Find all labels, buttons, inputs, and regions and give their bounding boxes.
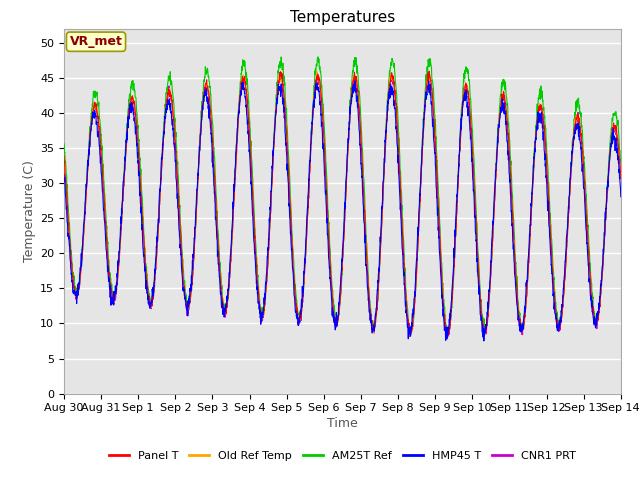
Panel T [584, 229, 591, 235]
X-axis label: Time: Time [327, 418, 358, 431]
Line: AM25T Ref: AM25T Ref [64, 57, 621, 335]
HMP45 T [568, 148, 576, 154]
Line: HMP45 T: HMP45 T [64, 81, 621, 341]
AM25T Ref [505, 120, 513, 125]
HMP45 T [480, 338, 488, 344]
AM25T Ref [60, 141, 68, 146]
CNR1 PRT [584, 237, 591, 243]
AM25T Ref [617, 159, 625, 165]
CNR1 PRT [359, 172, 367, 178]
Panel T [505, 136, 513, 142]
CNR1 PRT [617, 175, 625, 181]
CNR1 PRT [276, 70, 284, 75]
Panel T [617, 175, 625, 181]
Old Ref Temp [216, 263, 223, 269]
CNR1 PRT [60, 156, 68, 161]
AM25T Ref [444, 332, 452, 338]
Old Ref Temp [568, 151, 576, 157]
AM25T Ref [314, 54, 322, 60]
CNR1 PRT [443, 336, 451, 342]
Y-axis label: Temperature (C): Temperature (C) [23, 160, 36, 262]
Old Ref Temp [617, 170, 625, 176]
HMP45 T [425, 78, 433, 84]
HMP45 T [358, 182, 366, 188]
HMP45 T [584, 252, 591, 258]
Text: VR_met: VR_met [70, 35, 122, 48]
CNR1 PRT [505, 145, 513, 151]
AM25T Ref [359, 150, 367, 156]
Old Ref Temp [584, 232, 591, 238]
Title: Temperatures: Temperatures [290, 10, 395, 25]
Old Ref Temp [359, 169, 367, 175]
Panel T [216, 258, 223, 264]
HMP45 T [60, 171, 68, 177]
Old Ref Temp [313, 69, 321, 75]
Panel T [358, 160, 366, 166]
CNR1 PRT [371, 322, 379, 328]
AM25T Ref [216, 250, 223, 255]
HMP45 T [505, 154, 513, 159]
AM25T Ref [584, 217, 591, 223]
Panel T [568, 154, 576, 159]
Panel T [60, 153, 68, 159]
AM25T Ref [371, 325, 379, 331]
Line: Old Ref Temp: Old Ref Temp [64, 72, 621, 337]
Panel T [444, 335, 451, 340]
Old Ref Temp [60, 156, 68, 162]
Line: CNR1 PRT: CNR1 PRT [64, 72, 621, 339]
CNR1 PRT [216, 268, 223, 274]
Old Ref Temp [371, 324, 379, 330]
HMP45 T [371, 323, 378, 328]
Legend: Panel T, Old Ref Temp, AM25T Ref, HMP45 T, CNR1 PRT: Panel T, Old Ref Temp, AM25T Ref, HMP45 … [104, 446, 580, 466]
Old Ref Temp [443, 335, 451, 340]
CNR1 PRT [568, 154, 576, 160]
Panel T [371, 324, 378, 330]
HMP45 T [617, 194, 625, 200]
AM25T Ref [568, 148, 576, 154]
Line: Panel T: Panel T [64, 71, 621, 337]
HMP45 T [216, 274, 223, 280]
Old Ref Temp [505, 142, 513, 147]
Panel T [426, 68, 433, 74]
